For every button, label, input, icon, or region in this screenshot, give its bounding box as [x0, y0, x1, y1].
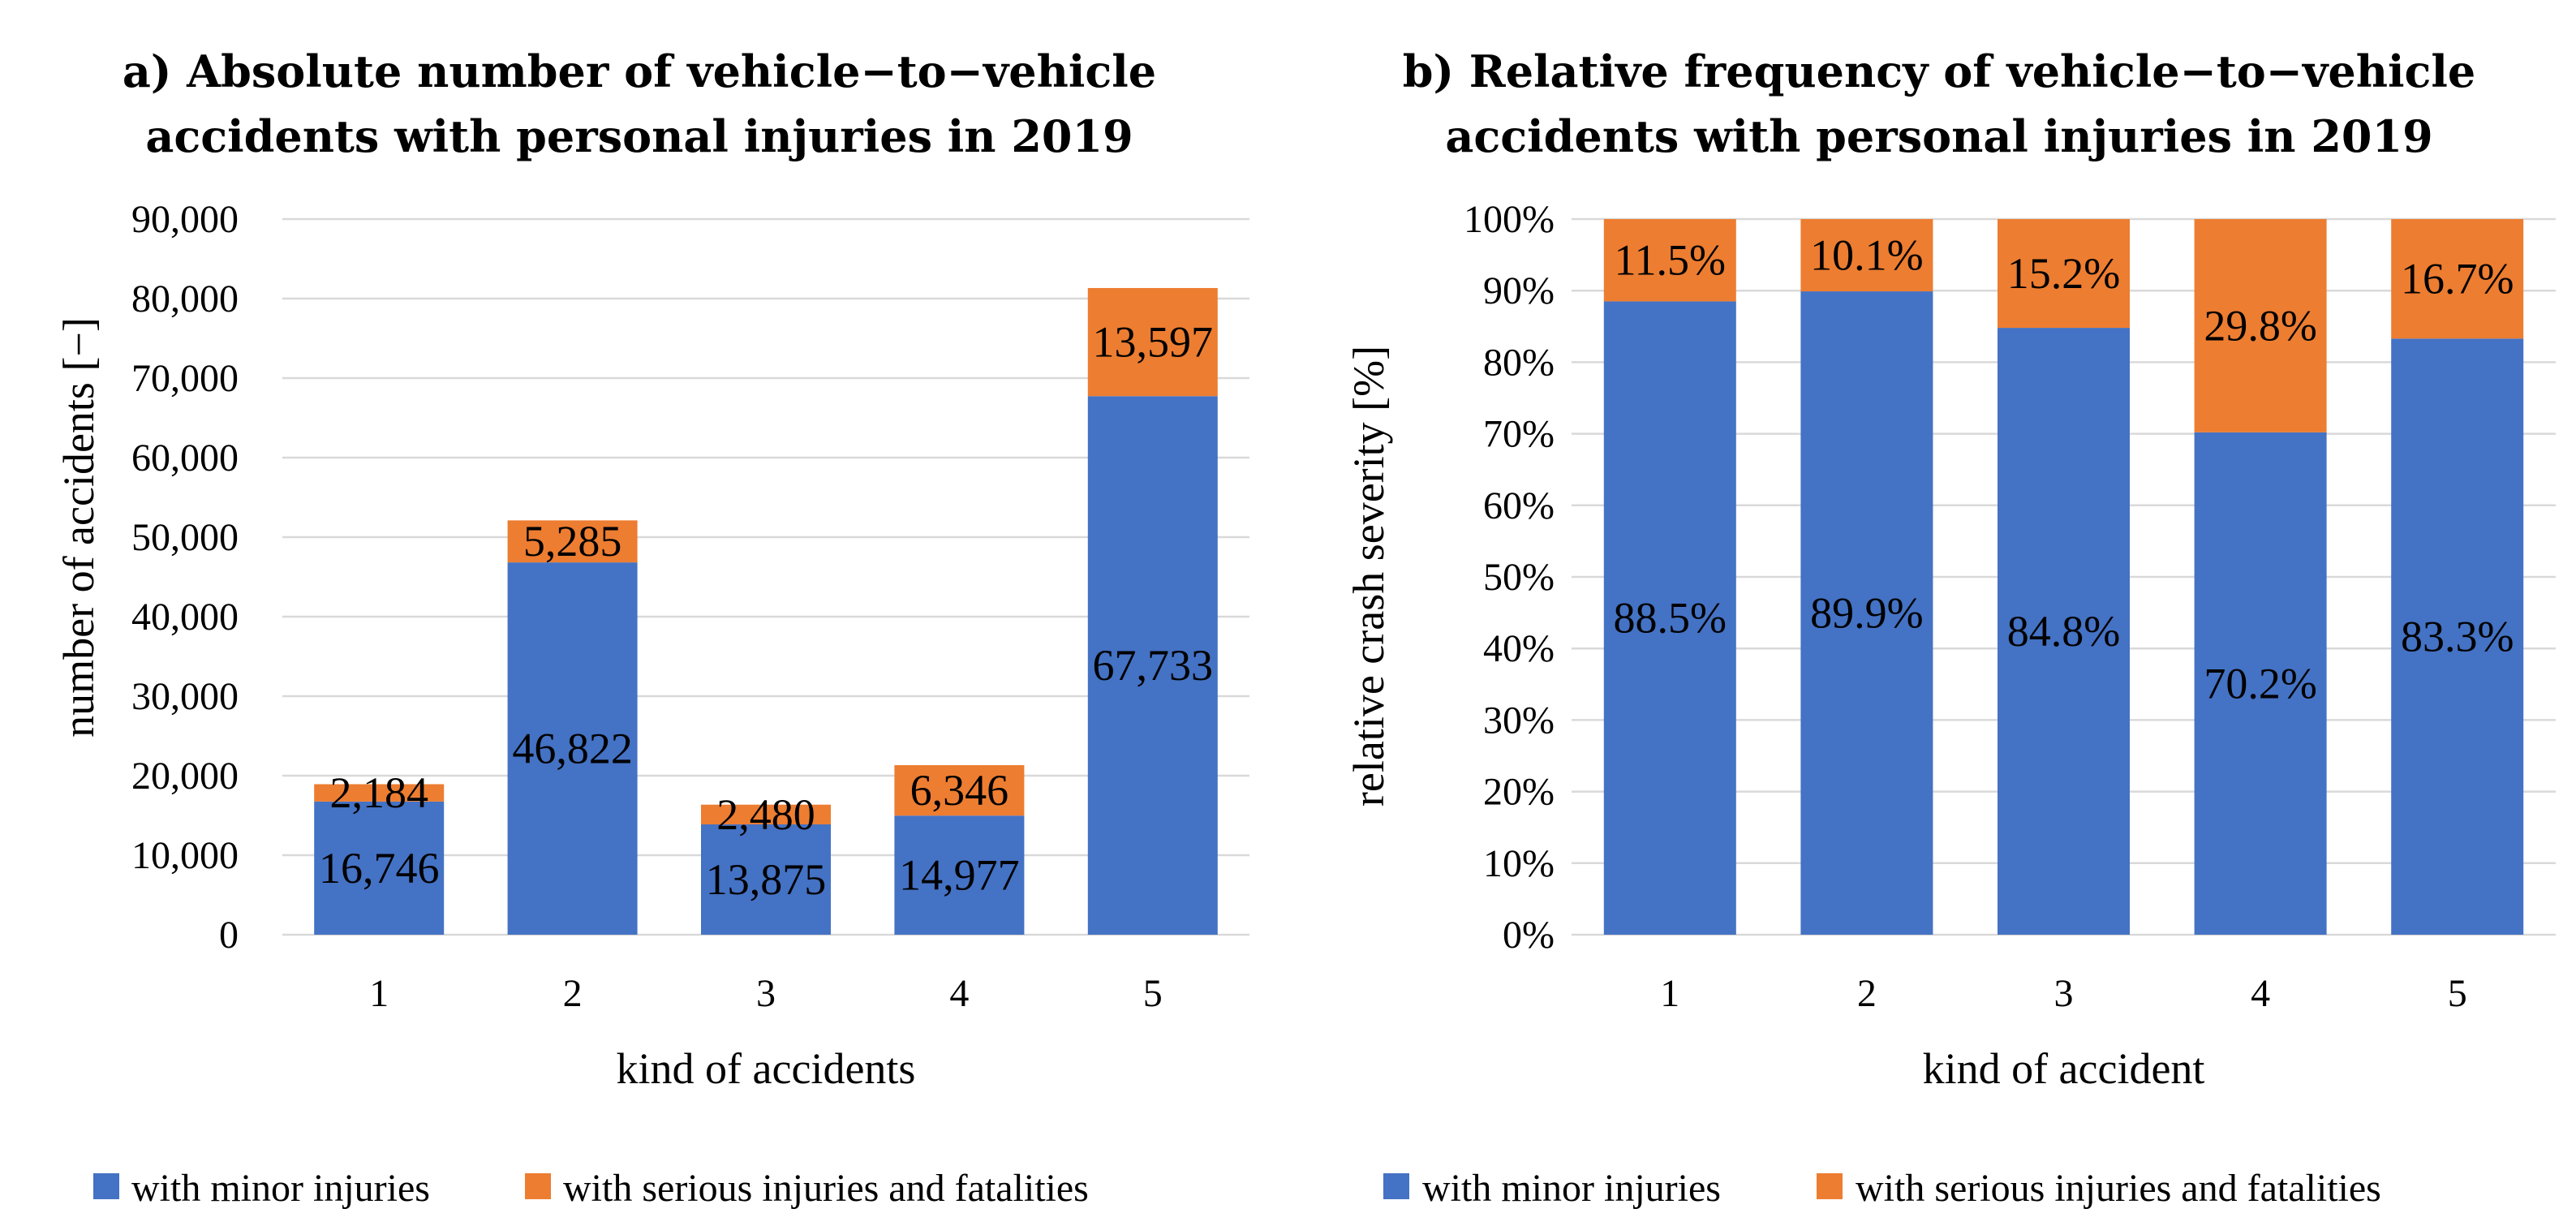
data-label-serious-1: 11.5% — [1615, 236, 1726, 285]
y-tick-label: 20,000 — [131, 755, 239, 798]
y-tick-label: 30,000 — [131, 675, 239, 718]
x-tick-label: 5 — [1143, 972, 1163, 1015]
x-axis-label: kind of accident — [1923, 1044, 2205, 1093]
data-label-serious-2: 5,285 — [523, 517, 622, 566]
data-label-minor-3: 84.8% — [2007, 607, 2120, 656]
x-tick-label: 2 — [563, 972, 583, 1015]
y-tick-label: 60% — [1483, 484, 1555, 527]
bar-minor-2[interactable] — [1800, 291, 1933, 935]
data-label-minor-3: 13,875 — [706, 855, 827, 904]
bar-serious-4[interactable] — [2194, 219, 2327, 432]
y-tick-label: 10% — [1483, 842, 1555, 885]
chart-title-line: b) Relative frequency of vehicle−to−vehi… — [1403, 45, 2476, 97]
x-tick-label: 3 — [2054, 972, 2074, 1015]
x-tick-label: 4 — [2251, 972, 2270, 1015]
bar-minor-5[interactable] — [2391, 338, 2524, 935]
legend-label-minor: with minor injuries — [131, 1167, 430, 1210]
bar-minor-1[interactable] — [1603, 301, 1736, 935]
bar-minor-4[interactable] — [2194, 432, 2327, 935]
x-tick-label: 2 — [1857, 972, 1877, 1015]
legend-swatch-serious — [525, 1173, 551, 1199]
data-label-minor-5: 83.3% — [2401, 613, 2514, 661]
bar-serious-1[interactable] — [1603, 219, 1736, 302]
y-tick-label: 60,000 — [131, 437, 239, 480]
data-label-minor-4: 14,977 — [899, 851, 1020, 900]
data-label-minor-1: 16,746 — [319, 844, 440, 893]
bar-minor-3[interactable] — [1998, 328, 2130, 936]
data-label-minor-1: 88.5% — [1614, 594, 1727, 643]
y-tick-label: 30% — [1483, 699, 1555, 742]
data-label-serious-4: 29.8% — [2204, 301, 2316, 350]
y-tick-label: 0% — [1503, 914, 1555, 957]
chart-title-line: a) Absolute number of vehicle−to−vehicle — [123, 45, 1156, 97]
bar-serious-5[interactable] — [2391, 219, 2524, 339]
data-label-serious-5: 16.7% — [2401, 255, 2514, 303]
y-axis-label: number of accidents [−] — [54, 317, 103, 738]
legend-swatch-minor — [1383, 1173, 1409, 1199]
data-label-serious-4: 6,346 — [910, 766, 1009, 815]
data-label-serious-1: 2,184 — [329, 768, 428, 817]
y-tick-label: 100% — [1464, 198, 1555, 241]
chart-title-line: accidents with personal injuries in 2019 — [145, 110, 1133, 162]
y-tick-label: 90% — [1483, 269, 1555, 312]
y-tick-label: 0 — [219, 914, 239, 957]
bar-serious-4[interactable] — [894, 765, 1025, 816]
bar-serious-3[interactable] — [701, 804, 831, 825]
bar-minor-1[interactable] — [314, 801, 445, 935]
data-label-minor-2: 89.9% — [1810, 589, 1923, 638]
data-label-minor-2: 46,822 — [512, 725, 633, 773]
bar-minor-3[interactable] — [701, 824, 831, 935]
legend-label-minor: with minor injuries — [1422, 1167, 1721, 1210]
legend-swatch-minor — [93, 1173, 119, 1199]
x-tick-label: 5 — [2448, 972, 2467, 1015]
y-tick-label: 70% — [1483, 413, 1555, 456]
y-axis-label: relative crash severity [%] — [1344, 346, 1393, 807]
bar-serious-3[interactable] — [1998, 219, 2130, 329]
y-tick-label: 10,000 — [131, 834, 239, 877]
data-label-minor-4: 70.2% — [2204, 659, 2316, 708]
x-tick-label: 1 — [369, 972, 389, 1015]
y-tick-label: 80% — [1483, 341, 1555, 384]
y-tick-label: 40,000 — [131, 596, 239, 639]
bar-serious-5[interactable] — [1087, 287, 1218, 397]
bar-serious-2[interactable] — [1800, 219, 1933, 292]
chart-a: a) Absolute number of vehicle−to−vehicle… — [54, 45, 1249, 1210]
y-tick-label: 20% — [1483, 771, 1555, 814]
data-label-serious-3: 2,480 — [716, 790, 815, 839]
x-tick-label: 3 — [756, 972, 776, 1015]
x-tick-label: 1 — [1660, 972, 1679, 1015]
bar-minor-4[interactable] — [894, 815, 1025, 935]
y-tick-label: 40% — [1483, 627, 1555, 670]
y-tick-label: 50% — [1483, 556, 1555, 599]
chart-b: b) Relative frequency of vehicle−to−vehi… — [1344, 45, 2556, 1210]
legend-swatch-serious — [1817, 1173, 1843, 1199]
data-label-serious-2: 10.1% — [1810, 231, 1923, 280]
bar-minor-5[interactable] — [1087, 396, 1218, 935]
y-tick-label: 90,000 — [131, 198, 239, 241]
x-tick-label: 4 — [949, 972, 969, 1015]
y-tick-label: 70,000 — [131, 357, 239, 400]
data-label-serious-3: 15.2% — [2007, 249, 2120, 298]
legend-label-serious: with serious injuries and fatalities — [1856, 1167, 2381, 1210]
bar-serious-2[interactable] — [507, 520, 638, 563]
data-label-minor-5: 67,733 — [1093, 641, 1214, 690]
y-tick-label: 50,000 — [131, 516, 239, 559]
chart-title-line: accidents with personal injuries in 2019 — [1445, 110, 2432, 162]
bar-minor-2[interactable] — [507, 562, 638, 935]
bar-serious-1[interactable] — [314, 784, 445, 802]
legend-label-serious: with serious injuries and fatalities — [563, 1167, 1089, 1210]
x-axis-label: kind of accidents — [617, 1044, 916, 1093]
y-tick-label: 80,000 — [131, 277, 239, 320]
data-label-serious-5: 13,597 — [1093, 318, 1214, 367]
